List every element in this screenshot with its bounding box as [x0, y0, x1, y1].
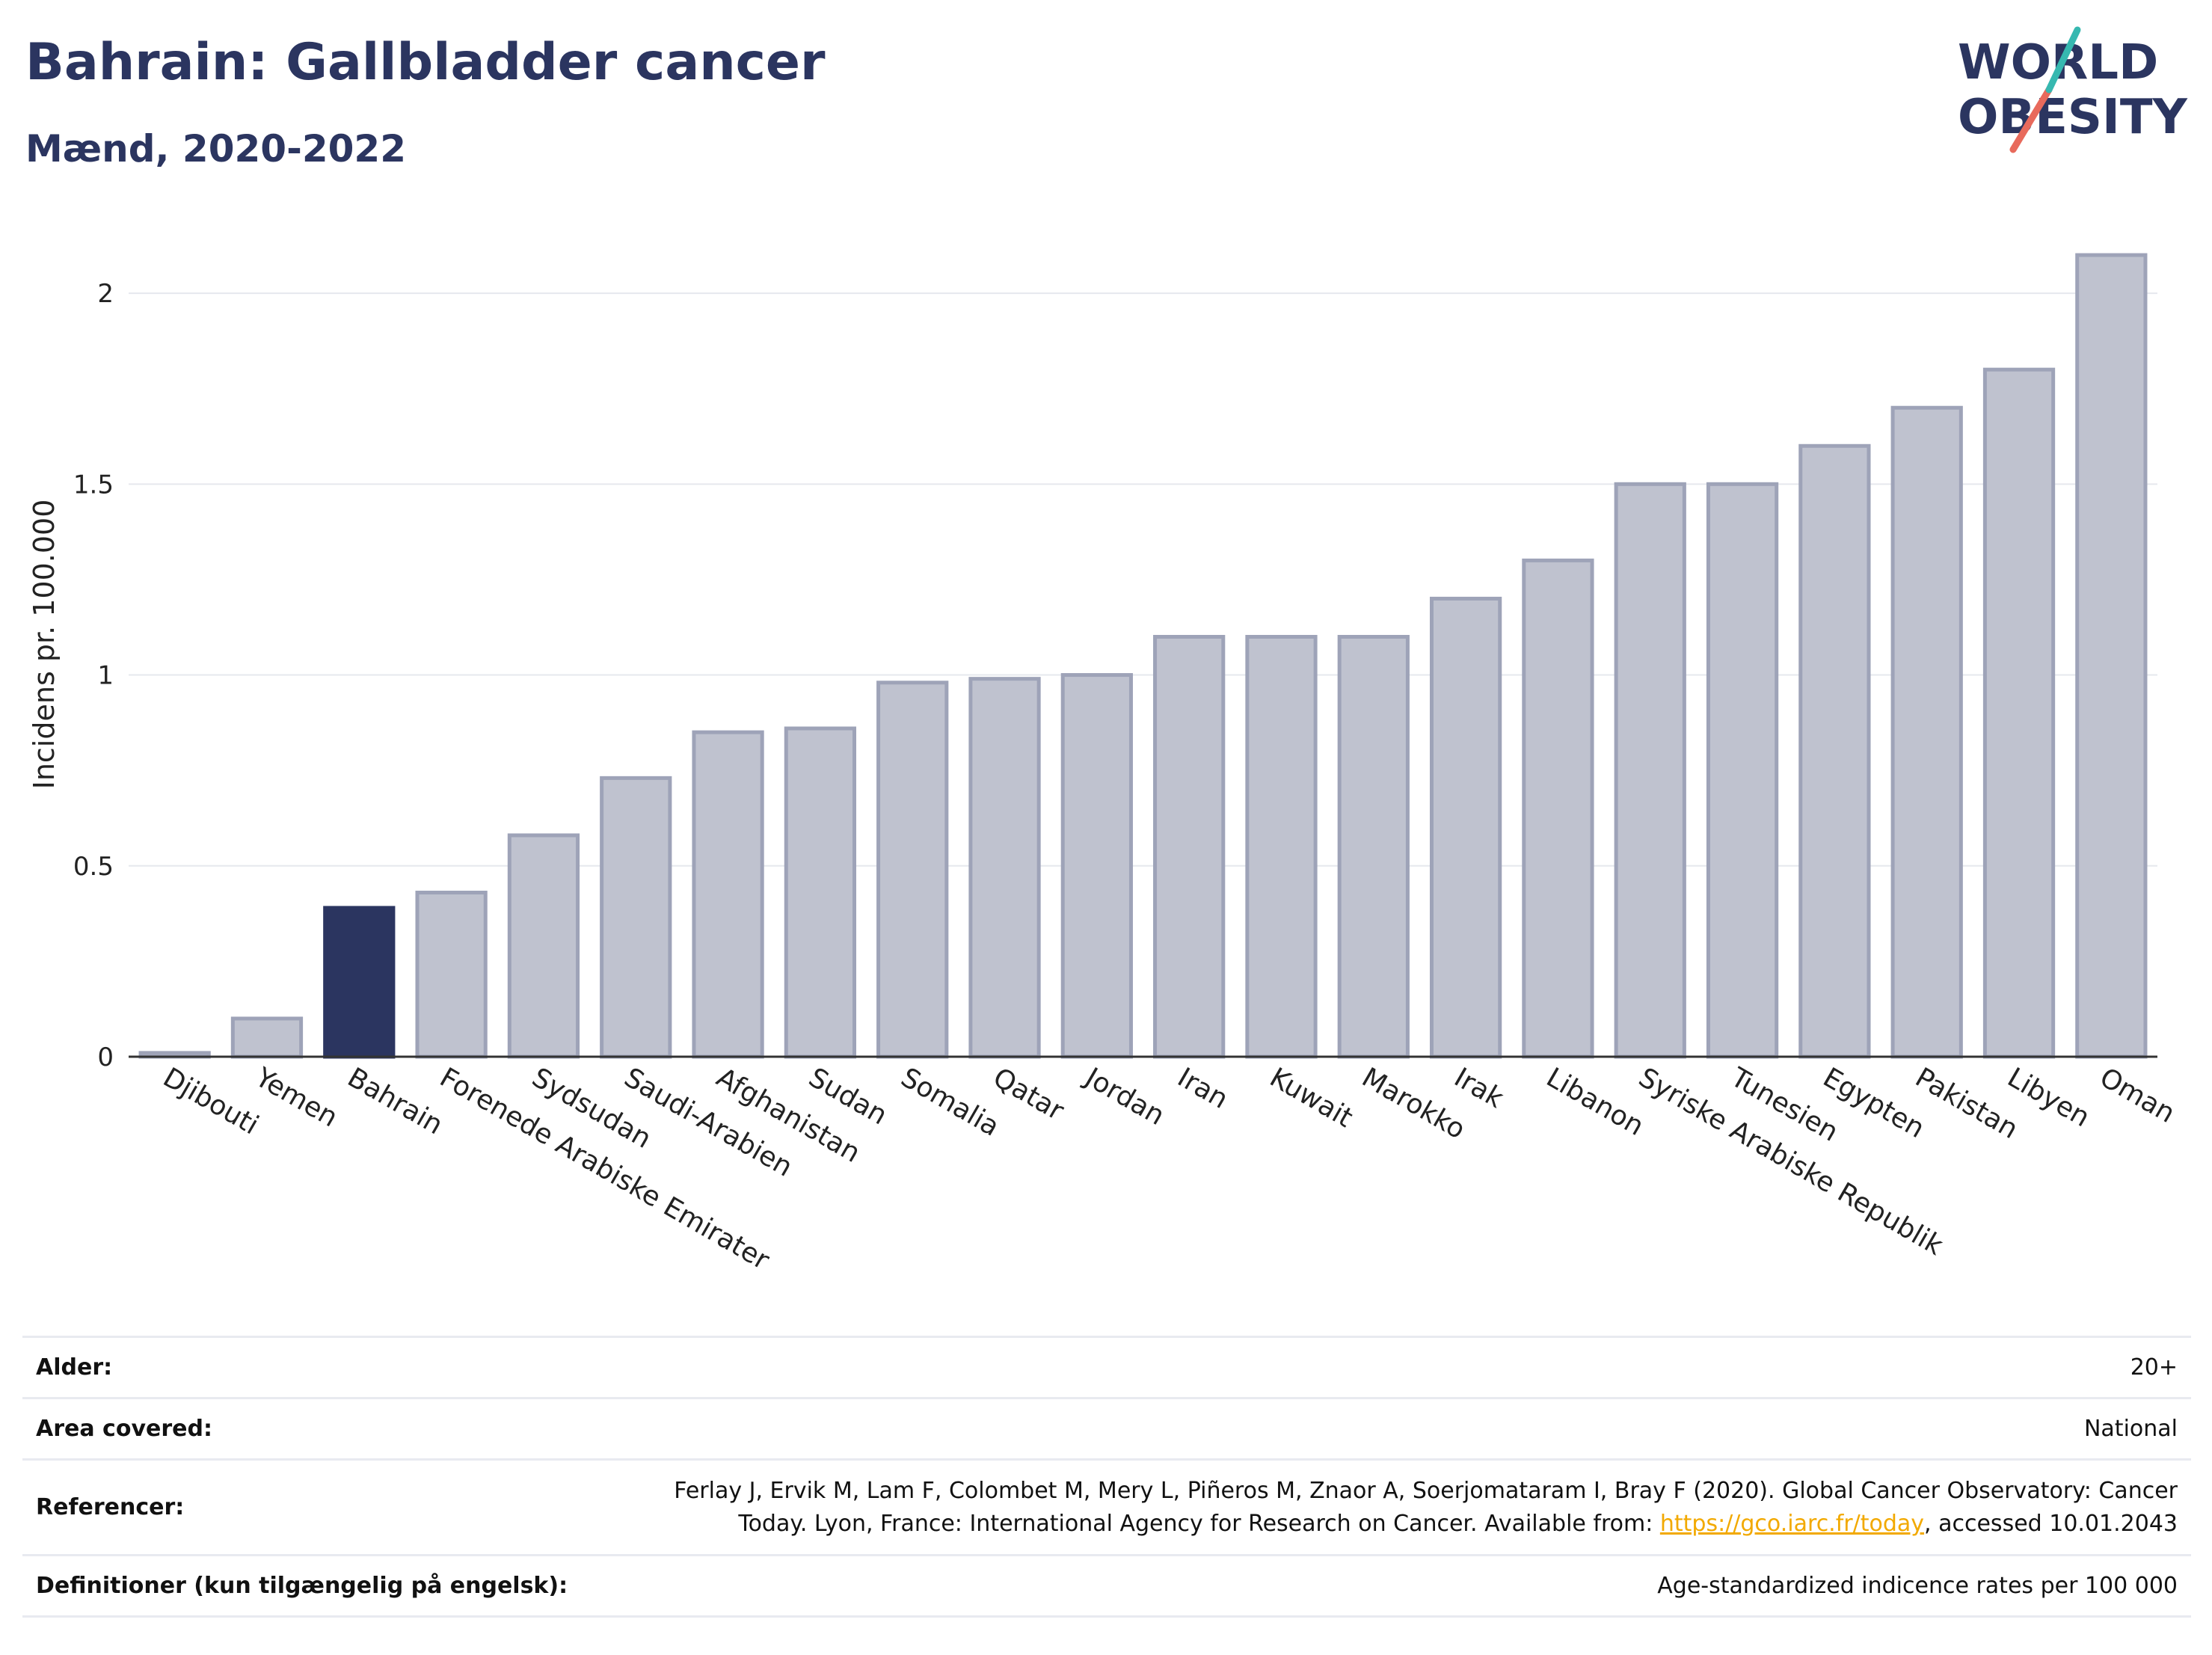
references-accessed: , accessed 10.01.2043 — [1924, 1510, 2178, 1537]
meta-row-area: Area covered: National — [22, 1397, 2191, 1460]
x-tick-label: Pakistan — [1910, 1062, 2023, 1145]
y-tick-label: 0 — [97, 1043, 114, 1072]
y-axis-title: Incidens pr. 100.000 — [28, 500, 61, 790]
meta-row-references: Referencer: Ferlay J, Ervik M, Lam F, Co… — [22, 1458, 2191, 1556]
x-tick-label: Kuwait — [1265, 1062, 1358, 1134]
bar-tunesien — [1706, 482, 1779, 1059]
x-tick-label: Oman — [2095, 1062, 2180, 1129]
bar-bahrain — [323, 906, 396, 1059]
references-value: Ferlay J, Ervik M, Lam F, Colombet M, Me… — [602, 1458, 2191, 1556]
bar-qatar — [968, 677, 1041, 1059]
y-tick-label: 1 — [97, 661, 114, 691]
bar-afghanistan — [692, 730, 764, 1059]
bar-saudi-arabien — [600, 776, 672, 1059]
chart-subtitle: Mænd, 2020-2022 — [25, 127, 407, 171]
bar-marokko — [1337, 635, 1410, 1059]
age-value: 20+ — [602, 1336, 2191, 1398]
bar-libanon — [1522, 558, 1594, 1059]
world-obesity-logo: WORLD OBESITY — [1958, 26, 2187, 153]
bar-forenede-arabiske-emirater — [415, 891, 488, 1059]
x-tick-label: Marokko — [1357, 1062, 1470, 1145]
bar-sydsudan — [507, 833, 580, 1059]
definitions-value: Age-standardized indicence rates per 100… — [602, 1554, 2191, 1618]
references-link[interactable]: https://gco.iarc.fr/today — [1659, 1510, 1925, 1537]
area-label: Area covered: — [22, 1397, 603, 1460]
references-label: Referencer: — [22, 1458, 603, 1556]
bar-oman — [2075, 253, 2148, 1059]
y-tick-label: 2 — [97, 279, 114, 309]
bar-sudan — [784, 726, 857, 1059]
references-text-line2: Today. Lyon, France: International Agenc… — [738, 1510, 1660, 1537]
x-tick-label: Somalia — [896, 1062, 1004, 1143]
meta-row-definitions: Definitioner (kun tilgængelig på engelsk… — [22, 1554, 2191, 1618]
y-tick-label: 0.5 — [73, 852, 114, 882]
bar-pakistan — [1890, 405, 1963, 1059]
bar-irak — [1429, 596, 1502, 1059]
y-tick-label: 1.5 — [73, 470, 114, 500]
x-tick-label: Libanon — [1541, 1062, 1649, 1142]
bar-yemen — [230, 1016, 304, 1059]
bar-syriske-arabiske-republik — [1614, 482, 1686, 1059]
bar-jordan — [1060, 673, 1133, 1059]
area-value: National — [602, 1397, 2191, 1460]
chart-title: Bahrain: Gallbladder cancer — [25, 33, 826, 92]
svg-text:WORLD: WORLD — [1958, 35, 2158, 90]
bar-kuwait — [1245, 635, 1318, 1059]
references-text-line1: Ferlay J, Ervik M, Lam F, Colombet M, Me… — [674, 1477, 2178, 1504]
meta-row-age: Alder: 20+ — [22, 1336, 2191, 1398]
x-tick-label: Irak — [1449, 1062, 1509, 1114]
x-tick-label: Iran — [1173, 1062, 1233, 1115]
bar-iran — [1153, 635, 1226, 1059]
bar-libyen — [1982, 367, 2056, 1059]
age-label: Alder: — [22, 1336, 603, 1398]
x-tick-label: Jordan — [1079, 1061, 1170, 1132]
bar-egypten — [1798, 443, 1871, 1059]
bar-somalia — [876, 681, 949, 1059]
x-tick-label: Djibouti — [158, 1062, 263, 1140]
x-tick-label: Yemen — [250, 1062, 343, 1134]
svg-text:OBESITY: OBESITY — [1958, 90, 2187, 145]
bar-chart: 0 0.5 1 1.5 2 Incidens pr. 100.000 DjiboutiYem… — [28, 253, 2180, 1276]
x-tick-label: Bahrain — [342, 1062, 448, 1140]
metadata-table: Alder: 20+ Area covered: National Refere… — [22, 1336, 2191, 1618]
definitions-label: Definitioner (kun tilgængelig på engelsk… — [22, 1554, 603, 1618]
